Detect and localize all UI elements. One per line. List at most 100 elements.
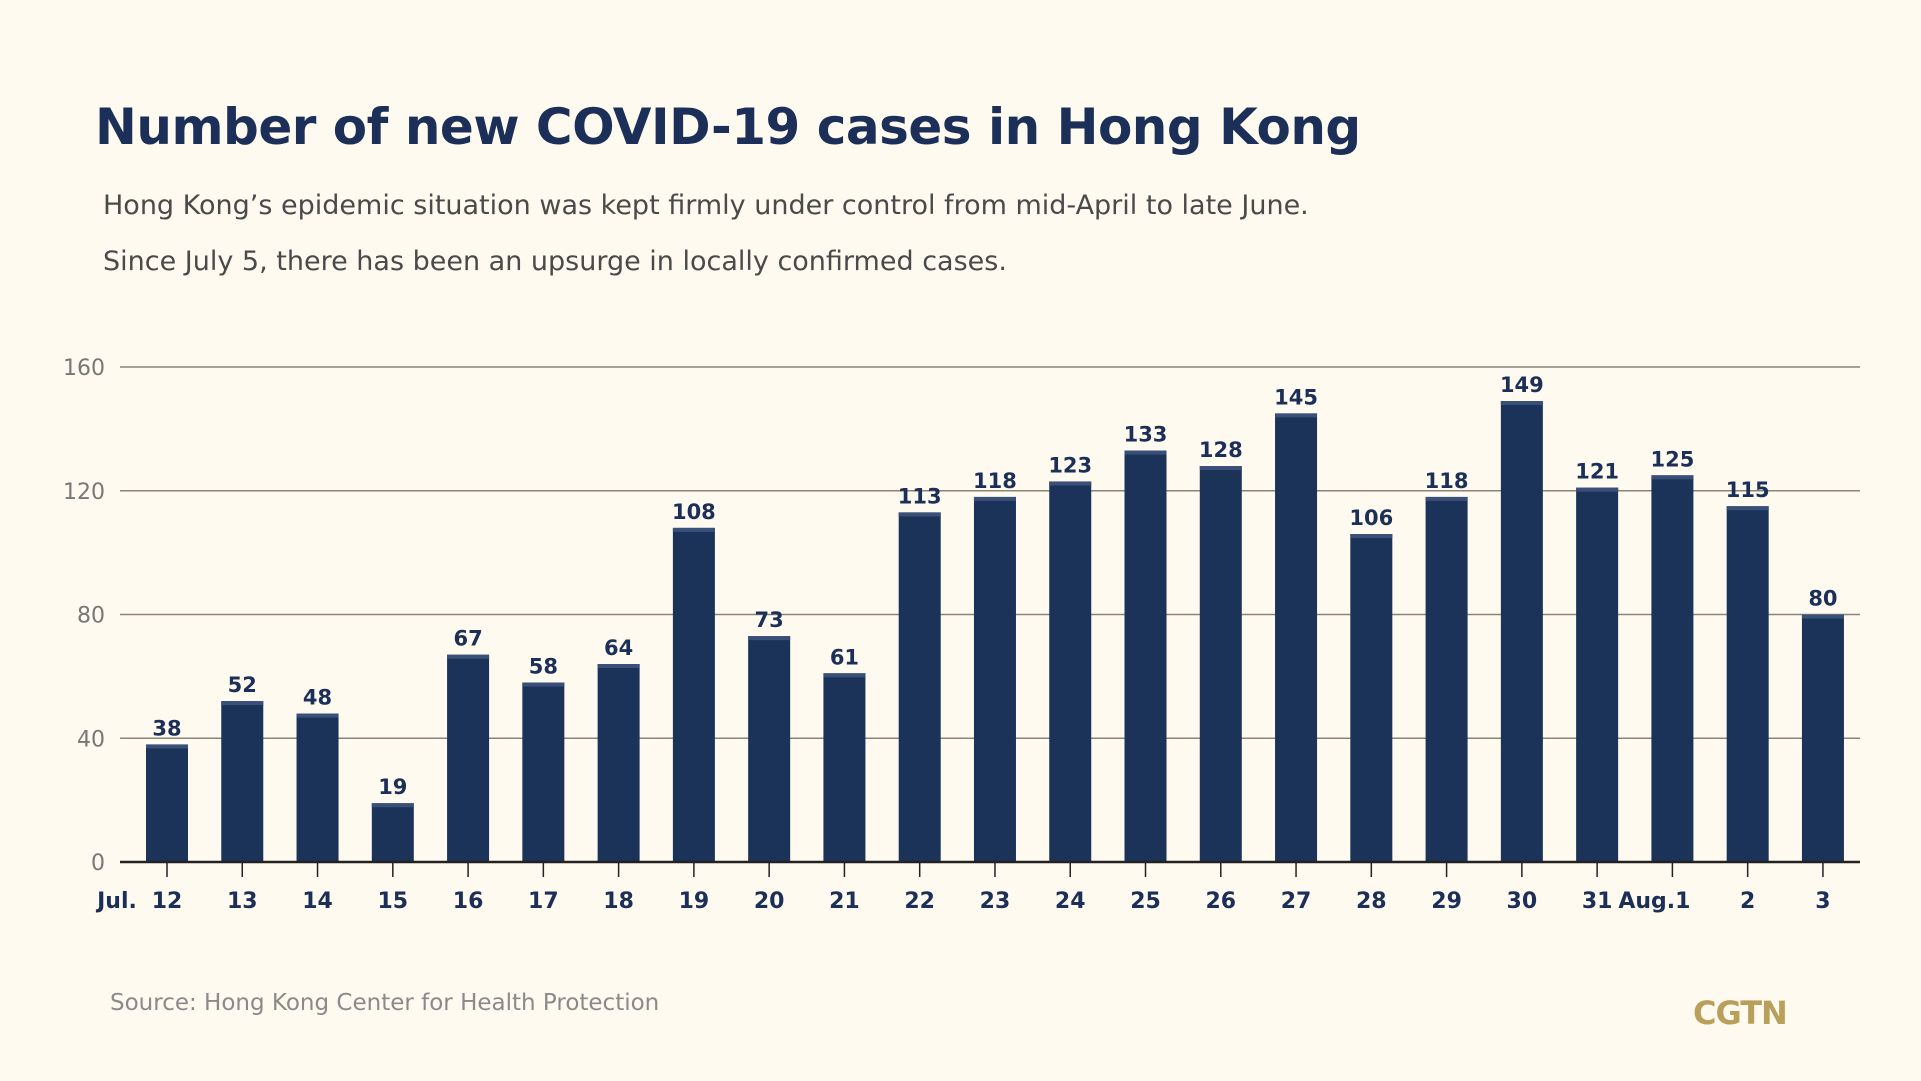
x-tick-label: 30 [1507, 889, 1538, 914]
x-tick-label: 3 [1815, 889, 1830, 914]
data-label: 58 [529, 655, 558, 679]
bar-cap [1049, 481, 1092, 486]
bar-cap [146, 744, 188, 749]
x-month-label: Jul. [95, 889, 137, 914]
data-label: 64 [604, 636, 633, 660]
data-label: 19 [378, 775, 407, 799]
bar [1651, 475, 1694, 862]
x-tick-label: 20 [754, 889, 785, 914]
bar-cap [672, 527, 715, 532]
chart-subtitle-line-2: Since July 5, there has been an upsurge … [103, 246, 1007, 277]
bar-cap [1726, 506, 1769, 511]
y-tick-label: 40 [77, 727, 105, 752]
x-tick-label: 25 [1130, 889, 1161, 914]
x-tick-label: 27 [1281, 889, 1312, 914]
x-tick-label: 16 [453, 889, 484, 914]
bar-cap [597, 664, 640, 668]
bar [1199, 466, 1242, 862]
data-label: 115 [1726, 478, 1770, 502]
x-tick-label: 28 [1356, 889, 1387, 914]
bar-cap [1124, 450, 1167, 455]
chart-title: Number of new COVID-19 cases in Hong Kon… [95, 98, 1361, 156]
data-label: 73 [755, 608, 784, 632]
data-label: 133 [1124, 423, 1168, 447]
bar [1576, 487, 1619, 862]
x-tick-label: 15 [377, 889, 408, 914]
data-label: 52 [228, 673, 257, 697]
bar [898, 512, 941, 862]
x-tick-label: 22 [904, 889, 935, 914]
bar-cap [898, 512, 941, 517]
data-label: 61 [830, 645, 859, 669]
bar-cap [1576, 487, 1619, 492]
bar-cap [447, 654, 490, 659]
bar-cap [1651, 475, 1694, 480]
y-tick-label: 80 [77, 604, 105, 629]
x-tick-label: 2 [1740, 889, 1755, 914]
bar [221, 701, 264, 862]
bar [1500, 401, 1543, 862]
x-tick-label: 19 [679, 889, 710, 914]
x-tick-label: 13 [227, 889, 258, 914]
x-tick-label: 29 [1431, 889, 1462, 914]
data-label: 80 [1808, 587, 1837, 611]
bar [447, 654, 490, 862]
bar [597, 664, 640, 862]
data-label: 128 [1199, 438, 1243, 462]
bar-cap [1350, 534, 1393, 539]
data-label: 123 [1048, 453, 1092, 477]
x-tick-label: 14 [302, 889, 333, 914]
x-tick-label: 17 [528, 889, 559, 914]
bar-cap [823, 673, 866, 678]
x-tick-label: 12 [152, 889, 183, 914]
x-tick-label: 31 [1582, 889, 1613, 914]
data-label: 118 [973, 469, 1017, 493]
source-note: Source: Hong Kong Center for Health Prot… [110, 990, 660, 1016]
data-label: 108 [672, 500, 716, 524]
bar-cap [221, 701, 264, 706]
bar [1124, 450, 1167, 862]
bar [823, 673, 866, 862]
x-tick-label: 18 [603, 889, 634, 914]
bar [748, 636, 791, 862]
bar-chart: 0408012016038125213481419156716581764181… [63, 356, 1860, 914]
bar [973, 496, 1016, 862]
bar [1049, 481, 1092, 862]
bar [1726, 506, 1769, 862]
bar-cap [1199, 466, 1242, 470]
bar [1801, 614, 1844, 862]
bar-cap [1275, 413, 1318, 418]
data-label: 118 [1425, 469, 1469, 493]
y-tick-label: 120 [63, 480, 105, 505]
bar [522, 682, 565, 862]
data-label: 67 [453, 627, 482, 651]
x-tick-label: 26 [1205, 889, 1236, 914]
bar [296, 713, 339, 862]
data-label: 113 [898, 484, 942, 508]
bar-cap [1425, 496, 1468, 501]
x-tick-label: 24 [1055, 889, 1086, 914]
y-tick-label: 0 [91, 851, 105, 876]
bar [146, 744, 188, 862]
bar [1275, 413, 1318, 862]
bar-cap [973, 496, 1016, 501]
cgtn-logo: CGTN [1693, 994, 1788, 1032]
data-label: 125 [1650, 447, 1694, 471]
bar [1350, 534, 1393, 862]
x-tick-label: 21 [829, 889, 860, 914]
bar [371, 803, 414, 862]
bar-cap [1801, 614, 1844, 619]
x-tick-label: 23 [980, 889, 1011, 914]
bar [1425, 496, 1468, 862]
bar-cap [371, 803, 414, 808]
x-tick-label: Aug.1 [1618, 889, 1690, 914]
bar-cap [748, 636, 791, 641]
bar-cap [1500, 401, 1543, 406]
bar-cap [296, 713, 339, 718]
bar-cap [522, 682, 565, 687]
data-label: 149 [1500, 373, 1544, 397]
y-tick-label: 160 [63, 356, 105, 381]
data-label: 145 [1274, 385, 1318, 409]
data-label: 38 [152, 716, 181, 740]
data-label: 48 [303, 686, 332, 710]
